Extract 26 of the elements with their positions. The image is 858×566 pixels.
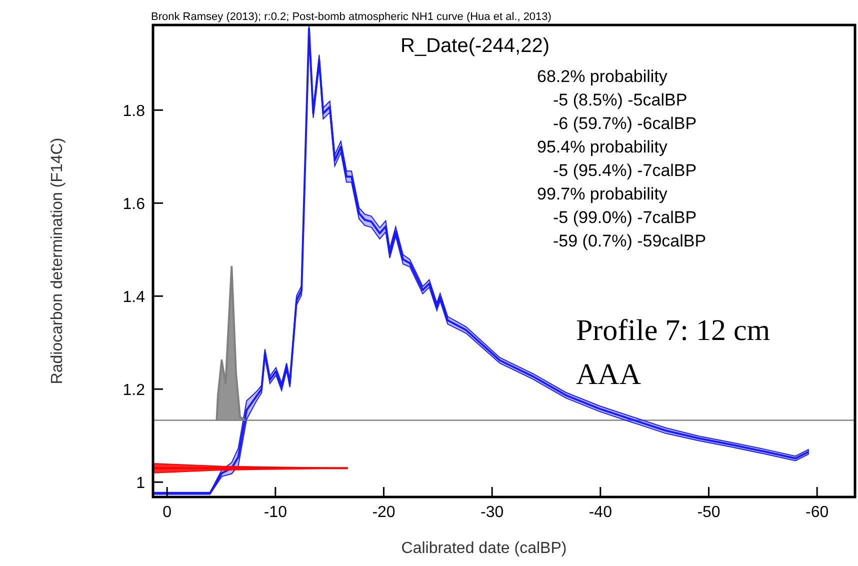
y-tick-label: 1.4 [122, 289, 146, 306]
annotation: 99.7% probability [537, 184, 668, 204]
text: Bronk Ramsey (2013); r:0.2; Post-bomb atmospheric NH1 curve (Hua et al., 2013) [151, 11, 552, 23]
x-tick-label: -10 [264, 504, 288, 521]
annotation: 68.2% probability [537, 67, 668, 86]
annotation: -5 (8.5%) -5calBP [553, 90, 688, 110]
y-tick-label: 1 [136, 475, 146, 492]
x-tick-label: 0 [162, 504, 172, 521]
y-axis-title: Radiocarbon determination (F14C) [49, 138, 66, 384]
y-tick-label: 1.2 [122, 382, 146, 400]
x-tick-label: -20 [372, 504, 396, 521]
annotation: -5 (95.4%) -7calBP [553, 161, 697, 180]
x-tick-label: -30 [480, 504, 504, 521]
annotation: Profile 7: 12 cm [576, 314, 770, 347]
annotation: -5 (99.0%) -7calBP [553, 208, 697, 227]
x-axis-title: Calibrated date (calBP) [401, 540, 567, 557]
x-tick-label: -40 [588, 504, 612, 521]
annotation: R_Date(-244,22) [400, 35, 550, 57]
y-tick-label: 1.8 [122, 103, 146, 120]
x-tick-label: -50 [697, 504, 720, 521]
y-tick-label: 1.6 [122, 196, 146, 214]
annotation: 95.4% probability [537, 138, 668, 156]
annotation: -59 (0.7%) -59calBP [553, 232, 706, 250]
x-tick-label: -60 [806, 504, 829, 521]
annotation: -6 (59.7%) -6calBP [553, 114, 697, 133]
annotation: AAA [576, 358, 642, 391]
